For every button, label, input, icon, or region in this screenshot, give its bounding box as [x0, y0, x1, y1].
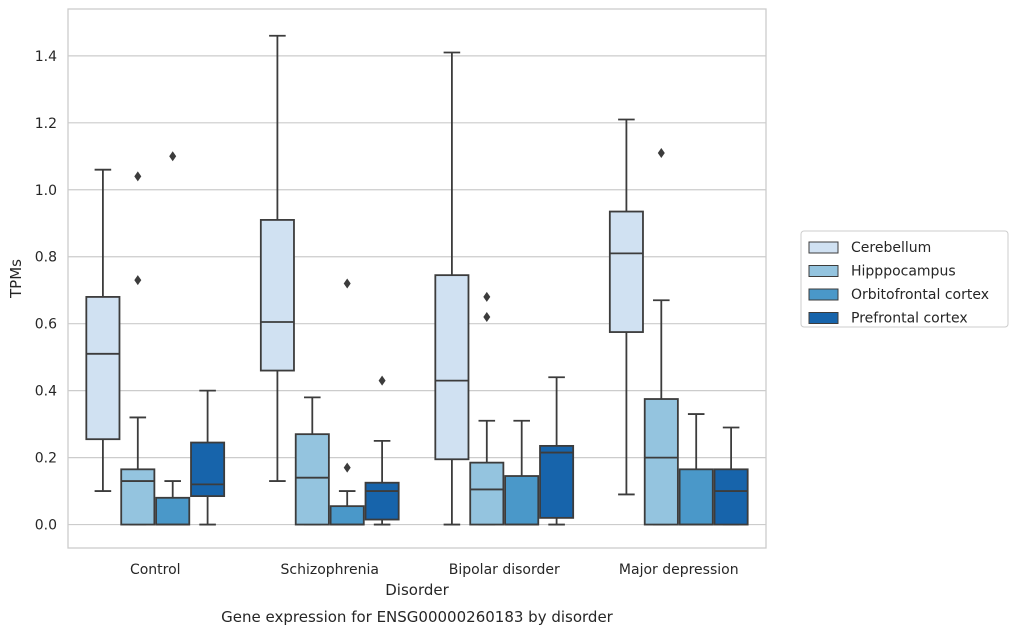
box-0-1 [120, 171, 156, 526]
box-iqr [713, 468, 749, 526]
box-2-0 [434, 51, 470, 526]
legend-swatch [808, 241, 839, 254]
legend-frame [800, 230, 1009, 328]
x-tick-label: Bipolar disorder [449, 562, 560, 578]
y-tick-label: 0.2 [35, 451, 57, 467]
outlier-point [378, 375, 386, 386]
x-tick-label: Schizophrenia [281, 562, 379, 578]
y-axis-ticks: 0.0 0.2 0.4 0.6 0.8 1.0 1.2 1.4 [35, 49, 57, 534]
legend-swatch [808, 312, 839, 324]
box-iqr [469, 461, 505, 526]
box-1-1 [294, 396, 330, 526]
outlier-point [483, 291, 491, 302]
grid-lines [68, 55, 766, 526]
box-iqr [678, 468, 714, 526]
box-2-1 [469, 291, 505, 526]
box-1-3 [364, 375, 400, 526]
y-tick-label: 1.2 [35, 116, 57, 132]
legend-label: Prefrontal cortex [851, 311, 968, 327]
box-iqr [539, 444, 575, 519]
box-iqr [364, 481, 400, 521]
x-axis-ticks: Control Schizophrenia Bipolar disorder Majo… [130, 562, 739, 578]
y-tick-label: 0.8 [35, 250, 57, 266]
outlier-point [169, 151, 177, 162]
box-iqr [85, 296, 121, 441]
box-0-3 [190, 389, 226, 526]
box-2-2 [504, 419, 540, 526]
box-1-0 [259, 34, 295, 482]
box-iqr [608, 210, 644, 333]
box-3-1 [643, 147, 679, 526]
y-tick-label: 1.0 [35, 183, 57, 199]
legend-label: Orbitofrontal cortex [851, 287, 989, 303]
box-iqr [155, 496, 191, 526]
legend-label: Cerebellum [851, 240, 931, 256]
box-iqr [643, 398, 679, 526]
box-3-3 [713, 426, 749, 526]
outlier-point [343, 462, 351, 473]
chart-caption: Gene expression for ENSG00000260183 by d… [221, 608, 614, 626]
outlier-point [483, 312, 491, 322]
legend-label: Hipppocampus [851, 264, 956, 280]
box-iqr [294, 433, 330, 526]
outlier-point [134, 275, 142, 286]
box-2-3 [539, 376, 575, 526]
x-tick-label: Major depression [619, 562, 739, 578]
box-plot-area [85, 34, 749, 526]
box-1-2 [329, 278, 365, 526]
box-3-0 [608, 118, 644, 496]
box-0-0 [85, 168, 121, 492]
box-3-2 [678, 413, 714, 526]
box-iqr [259, 219, 295, 372]
box-iqr [190, 441, 226, 498]
legend: Cerebellum Hipppocampus Orbitofrontal cort… [800, 230, 1009, 328]
y-tick-label: 0.0 [35, 518, 57, 534]
outlier-point [134, 171, 142, 182]
y-axis-label: TPMs [7, 259, 25, 299]
y-tick-label: 1.4 [35, 49, 57, 65]
box-iqr [120, 468, 156, 526]
x-tick-label: Control [130, 562, 181, 578]
outlier-point [343, 278, 351, 289]
box-iqr [329, 505, 365, 526]
legend-swatch [808, 288, 839, 301]
x-axis-label: Disorder [385, 581, 449, 599]
box-0-2 [155, 151, 191, 526]
legend-swatch [808, 265, 839, 277]
y-tick-label: 0.4 [35, 384, 57, 400]
box-iqr [504, 475, 540, 526]
box-iqr [434, 274, 470, 461]
outlier-point [657, 147, 665, 158]
y-tick-label: 0.6 [35, 317, 57, 333]
plot-frame [67, 8, 767, 549]
